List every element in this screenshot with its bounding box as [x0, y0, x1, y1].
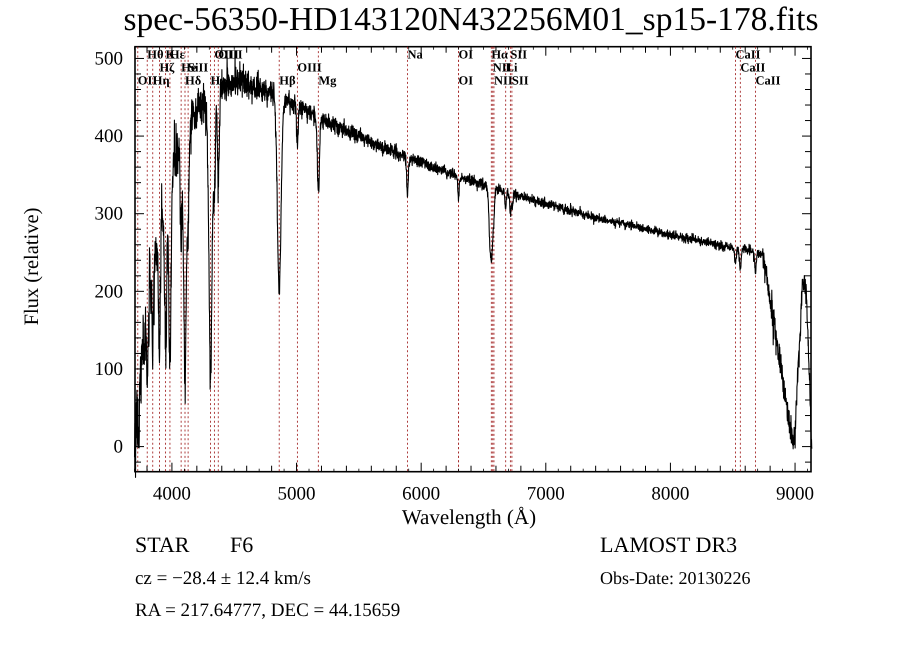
svg-text:0: 0 [114, 437, 124, 458]
svg-text:Hη: Hη [153, 74, 170, 88]
svg-text:Li: Li [506, 61, 518, 75]
svg-text:6000: 6000 [402, 484, 440, 505]
svg-text:Mg: Mg [318, 74, 337, 88]
svg-text:CaII: CaII [756, 74, 781, 88]
svg-text:Hδ: Hδ [185, 74, 202, 88]
svg-text:Hα: Hα [491, 48, 508, 62]
svg-text:Hβ: Hβ [279, 74, 296, 88]
svg-text:cz = −28.4 ± 12.4 km/s: cz = −28.4 ± 12.4 km/s [135, 568, 311, 589]
svg-text:Wavelength (Å): Wavelength (Å) [402, 505, 536, 529]
svg-text:NII: NII [494, 74, 513, 88]
svg-text:SII: SII [512, 74, 529, 88]
svg-text:CaII: CaII [740, 61, 765, 75]
svg-text:4000: 4000 [153, 484, 191, 505]
svg-text:RA = 217.64777, DEC = 44.1565: RA = 217.64777, DEC = 44.15659 [135, 600, 400, 621]
svg-text:200: 200 [95, 281, 124, 302]
svg-text:9000: 9000 [776, 484, 814, 505]
svg-text:STAR: STAR [135, 532, 190, 557]
svg-text:400: 400 [95, 126, 124, 147]
svg-text:LAMOST DR3: LAMOST DR3 [600, 532, 737, 557]
svg-text:Hθ: Hθ [147, 48, 163, 62]
svg-text:500: 500 [95, 48, 124, 69]
svg-text:spec-56350-HD143120N432256M01_: spec-56350-HD143120N432256M01_sp15-178.f… [123, 1, 818, 38]
svg-text:SiII: SiII [188, 61, 208, 75]
svg-text:SII: SII [510, 48, 527, 62]
svg-text:300: 300 [95, 204, 124, 225]
svg-text:5000: 5000 [278, 484, 316, 505]
svg-text:F6: F6 [230, 532, 253, 557]
svg-text:7000: 7000 [527, 484, 565, 505]
svg-text:Obs-Date: 20130226: Obs-Date: 20130226 [600, 568, 750, 588]
svg-text:OI: OI [459, 74, 474, 88]
svg-text:Flux (relative): Flux (relative) [21, 208, 43, 326]
svg-text:8000: 8000 [651, 484, 689, 505]
svg-text:100: 100 [95, 359, 124, 380]
svg-text:Hζ: Hζ [159, 61, 175, 75]
svg-text:CaII: CaII [735, 48, 760, 62]
svg-text:OIII: OIII [297, 61, 321, 75]
